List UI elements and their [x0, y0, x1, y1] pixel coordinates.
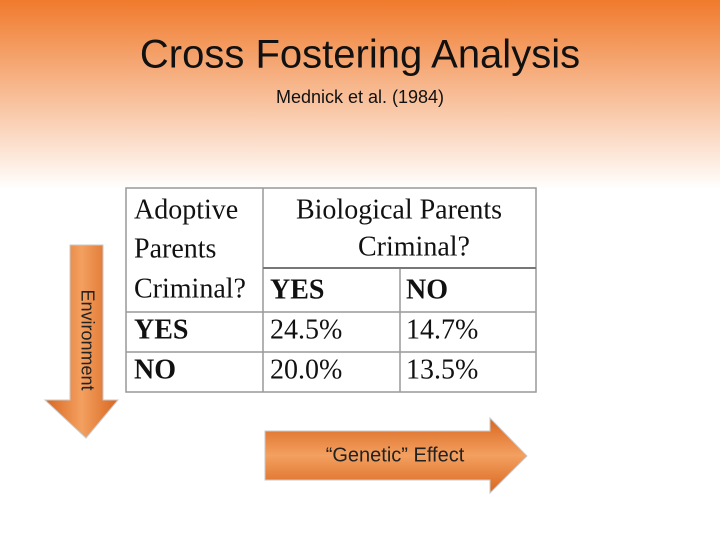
table-border: [125, 187, 537, 393]
row-header: Parents: [134, 233, 216, 264]
subtitle: Mednick et al. (1984): [276, 87, 444, 107]
row-header: Adoptive: [134, 194, 238, 225]
arrow-label: Environment: [77, 289, 97, 390]
table: Adoptive Parents Criminal? Biological Pa…: [125, 187, 537, 393]
column-label: NO: [406, 274, 448, 305]
column-header: Criminal?: [358, 231, 470, 262]
table-cell: 20.0%: [270, 354, 342, 385]
table-cell: 14.7%: [406, 314, 478, 345]
row-header: Criminal?: [134, 273, 246, 304]
environment-arrow: [43, 244, 120, 439]
arrow-label: “Genetic” Effect: [326, 444, 465, 466]
table-cell: 24.5%: [270, 314, 342, 345]
row-label: NO: [134, 354, 176, 385]
row-label: YES: [134, 314, 188, 345]
table-cell: 13.5%: [406, 354, 478, 385]
column-label: YES: [270, 274, 324, 305]
column-header: Biological Parents: [296, 194, 502, 225]
title: Cross Fostering Analysis: [140, 33, 580, 77]
genetic-arrow: [264, 416, 528, 495]
